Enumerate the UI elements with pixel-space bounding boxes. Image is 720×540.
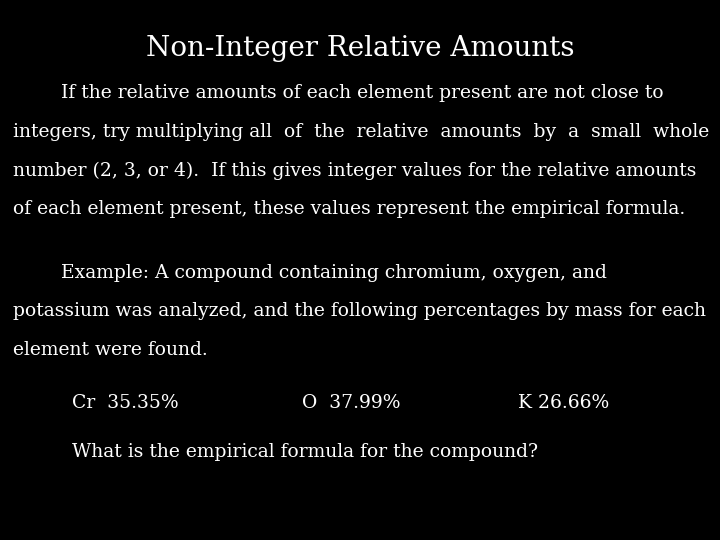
- Text: element were found.: element were found.: [13, 341, 207, 359]
- Text: integers, try multiplying all  of  the  relative  amounts  by  a  small  whole: integers, try multiplying all of the rel…: [13, 123, 709, 140]
- Text: Example: A compound containing chromium, oxygen, and: Example: A compound containing chromium,…: [13, 264, 607, 281]
- Text: potassium was analyzed, and the following percentages by mass for each: potassium was analyzed, and the followin…: [13, 302, 706, 320]
- Text: If the relative amounts of each element present are not close to: If the relative amounts of each element …: [13, 84, 664, 102]
- Text: K 26.66%: K 26.66%: [518, 394, 610, 411]
- Text: Non-Integer Relative Amounts: Non-Integer Relative Amounts: [145, 35, 575, 62]
- Text: number (2, 3, or 4).  If this gives integer values for the relative amounts: number (2, 3, or 4). If this gives integ…: [13, 161, 696, 180]
- Text: O  37.99%: O 37.99%: [302, 394, 401, 411]
- Text: Cr  35.35%: Cr 35.35%: [72, 394, 179, 411]
- Text: What is the empirical formula for the compound?: What is the empirical formula for the co…: [72, 443, 538, 461]
- Text: of each element present, these values represent the empirical formula.: of each element present, these values re…: [13, 200, 685, 218]
